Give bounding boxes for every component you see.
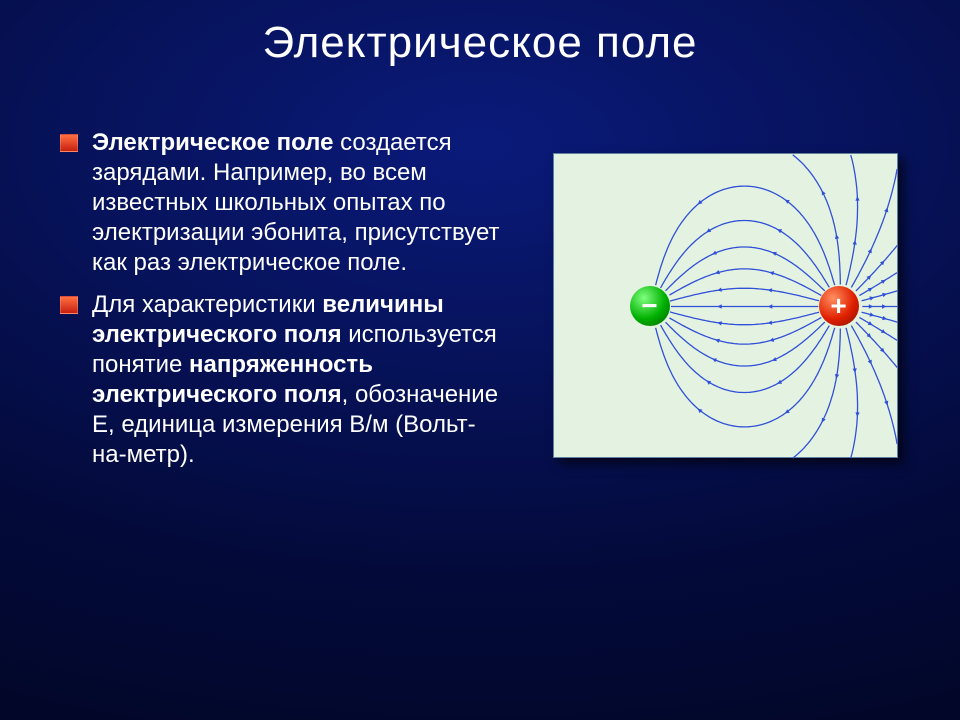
- field-diagram-box: − +: [553, 153, 898, 458]
- positive-charge: +: [819, 286, 859, 326]
- bullet-1-lead: Электрическое поле: [92, 129, 333, 156]
- bullet-item-2: Для характеристики величины электрическо…: [60, 290, 510, 470]
- bullet-text-2: Для характеристики величины электрическо…: [92, 290, 510, 470]
- page-title: Электрическое поле: [0, 0, 960, 68]
- bullet-item-1: Электрическое поле создается зарядами. Н…: [60, 128, 510, 278]
- negative-charge: −: [630, 286, 670, 326]
- text-column: Электрическое поле создается зарядами. Н…: [60, 128, 530, 482]
- diagram-column: − +: [530, 128, 920, 458]
- bullet-text-1: Электрическое поле создается зарядами. Н…: [92, 128, 510, 278]
- bullet-icon: [60, 134, 78, 152]
- b2-p1: Для характеристики: [92, 291, 322, 318]
- bullet-icon: [60, 296, 78, 314]
- content-row: Электрическое поле создается зарядами. Н…: [0, 68, 960, 482]
